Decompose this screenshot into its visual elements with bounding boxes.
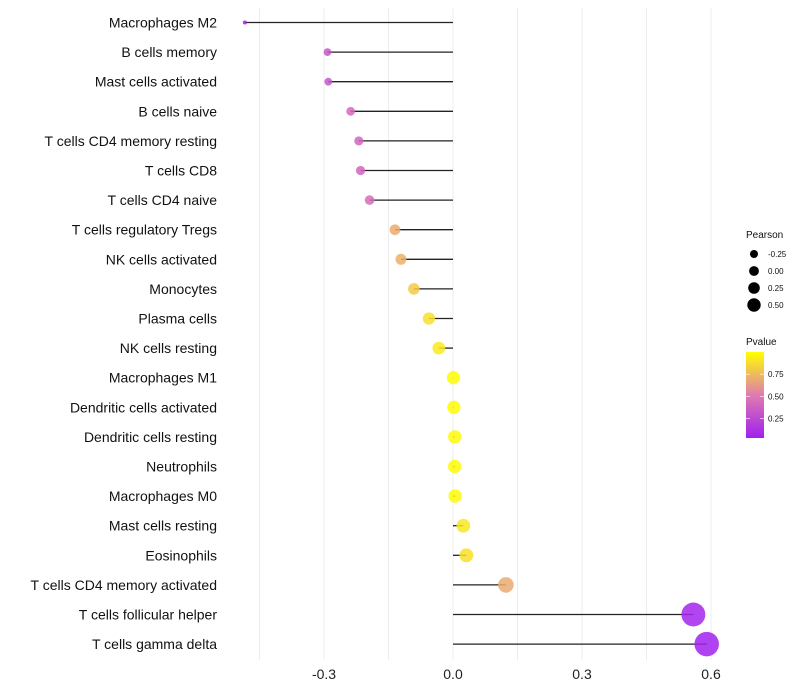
data-point <box>355 165 366 176</box>
legend-size-label: -0.25 <box>768 250 787 259</box>
y-tick-label: Monocytes <box>149 281 217 297</box>
data-point <box>694 631 719 657</box>
data-point <box>459 548 474 563</box>
y-tick-label: T cells CD8 <box>145 163 217 179</box>
y-tick-label: T cells CD4 naive <box>108 192 218 208</box>
data-point <box>242 20 247 25</box>
y-tick-label: Neutrophils <box>146 459 217 475</box>
y-tick-label: Eosinophils <box>145 547 217 563</box>
data-point <box>432 341 446 355</box>
legend-size-key <box>749 266 759 276</box>
data-point <box>456 518 471 533</box>
data-point <box>498 577 514 593</box>
y-tick-label: T cells follicular helper <box>79 607 218 623</box>
y-tick-label: Mast cells activated <box>95 74 217 90</box>
x-axis-labels: -0.3 0.0 0.3 0.6 <box>312 666 721 682</box>
legend-size-label: 0.00 <box>768 267 784 276</box>
legend-size-label: 0.25 <box>768 284 784 293</box>
data-point <box>346 106 356 116</box>
data-point <box>448 489 462 503</box>
y-tick-label: T cells gamma delta <box>92 636 217 652</box>
y-tick-label: Dendritic cells resting <box>84 429 217 445</box>
data-point <box>324 77 333 86</box>
data-point <box>389 224 401 236</box>
y-tick-label: Dendritic cells activated <box>70 399 217 415</box>
y-tick-label: Macrophages M2 <box>109 15 217 31</box>
data-point <box>323 48 332 56</box>
x-tick-label: 0.0 <box>443 666 463 682</box>
legend-size-key <box>750 250 758 258</box>
legend-color-label: 0.50 <box>768 392 784 401</box>
data-point <box>395 253 407 265</box>
legend-title-pearson: Pearson <box>746 230 783 241</box>
y-tick-label: Mast cells resting <box>109 518 217 534</box>
legend-title-pvalue: Pvalue <box>746 337 777 348</box>
data-point <box>422 312 436 325</box>
y-tick-label: Macrophages M1 <box>109 370 217 386</box>
y-tick-label: NK cells activated <box>106 251 217 267</box>
y-tick-label: Plasma cells <box>138 311 217 327</box>
points <box>242 20 719 657</box>
legend: Pearson -0.25 0.00 0.25 0.50 Pvalue 0.75 0.50 0.… <box>746 230 787 438</box>
stems <box>244 21 707 645</box>
data-point <box>448 459 462 474</box>
legend-color-label: 0.75 <box>768 370 784 379</box>
legend-size-key <box>748 282 760 294</box>
y-tick-label: T cells CD4 memory resting <box>45 133 217 149</box>
y-tick-label: Macrophages M0 <box>109 488 217 504</box>
legend-size-label: 0.50 <box>768 301 784 310</box>
legend-color-label: 0.25 <box>768 414 784 423</box>
y-tick-label: NK cells resting <box>120 340 217 356</box>
data-point <box>354 136 364 146</box>
gridlines <box>259 8 712 660</box>
y-tick-label: B cells memory <box>121 44 217 60</box>
data-point <box>408 283 420 295</box>
x-tick-label: -0.3 <box>312 666 336 682</box>
data-point <box>446 371 461 385</box>
y-tick-label: B cells naive <box>138 103 217 119</box>
color-bar <box>746 352 764 438</box>
data-point <box>448 430 462 444</box>
data-point <box>447 400 461 414</box>
data-point <box>681 602 706 627</box>
y-tick-label: T cells regulatory Tregs <box>72 222 217 238</box>
legend-size-key <box>747 298 761 312</box>
y-axis-labels: Macrophages M2 B cells memory Mast cells a… <box>31 15 218 653</box>
x-tick-label: 0.3 <box>572 666 592 682</box>
data-point <box>364 195 375 205</box>
y-tick-label: T cells CD4 memory activated <box>31 577 217 593</box>
x-tick-label: 0.6 <box>701 666 721 682</box>
